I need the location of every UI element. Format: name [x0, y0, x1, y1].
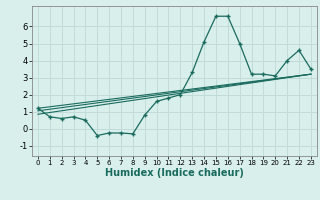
X-axis label: Humidex (Indice chaleur): Humidex (Indice chaleur): [105, 168, 244, 178]
